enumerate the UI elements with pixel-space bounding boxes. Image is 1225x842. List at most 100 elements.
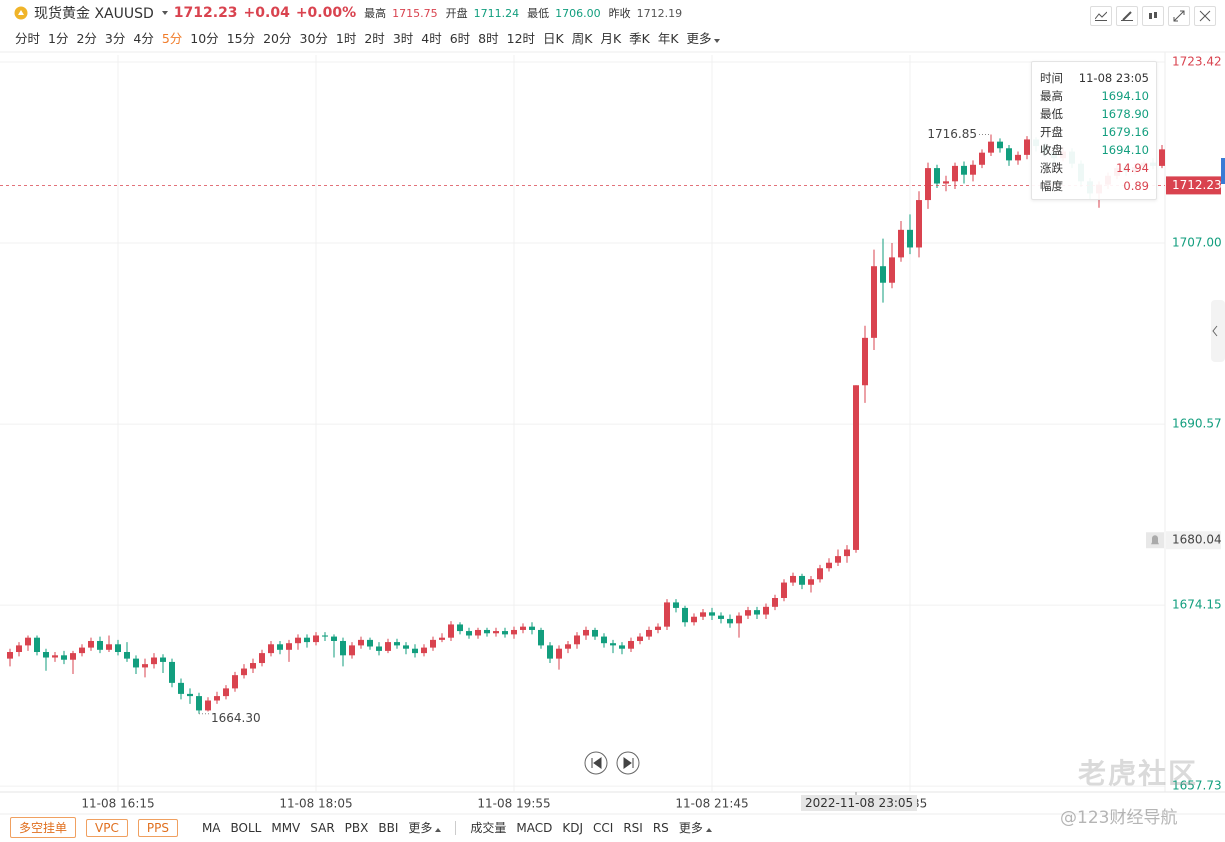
watermark-sub: @123财经导航 [1060, 808, 1178, 828]
period[interactable]: 8时 [478, 30, 499, 46]
candle-body [907, 229, 913, 248]
candle-body [115, 644, 121, 653]
candle-body [889, 257, 895, 283]
indicator[interactable]: BBI [378, 820, 399, 835]
candle-body [709, 612, 715, 616]
period[interactable]: 2时 [364, 30, 385, 46]
caret [713, 38, 720, 43]
tooltip-label: 时间 [1040, 71, 1063, 85]
y-tick-label: 1674.15 [1172, 598, 1222, 612]
candle-body [745, 610, 751, 616]
candle-body [547, 645, 553, 659]
period[interactable]: 3分 [104, 30, 126, 46]
candle-body [520, 626, 526, 630]
change: +0.04 [243, 5, 290, 21]
period[interactable]: 15分 [226, 30, 256, 46]
toolbar-button[interactable]: 多空挂单 [10, 817, 77, 838]
candle-tool[interactable] [1142, 6, 1164, 26]
indicator[interactable]: RS [652, 820, 669, 835]
period[interactable]: 3时 [392, 30, 414, 46]
tooltip-row: 时间 11-08 23:05 [1032, 69, 1156, 87]
period[interactable]: 2分 [76, 30, 97, 46]
candle-body [124, 652, 130, 659]
period[interactable]: 4分 [133, 30, 154, 46]
shrink[interactable] [1168, 6, 1190, 26]
candle-body [25, 637, 31, 646]
candle-body [835, 556, 841, 563]
candle-body [7, 652, 13, 659]
tooltip-value: 1694.10 [1101, 143, 1149, 157]
gold-icon [14, 6, 28, 20]
watermark: 老虎社区 [1078, 757, 1199, 790]
indicator[interactable]: MA [201, 820, 221, 835]
candle-body [223, 688, 229, 697]
candle-body [169, 661, 175, 683]
period[interactable]: 5分 [161, 30, 183, 46]
indicator[interactable]: RSI [623, 820, 643, 835]
stat-value: 1715.75 [392, 6, 438, 20]
candle-body [421, 647, 427, 654]
period[interactable]: 年K [657, 30, 679, 46]
candle-body [934, 168, 940, 184]
period[interactable]: 12时 [506, 30, 536, 46]
indicator[interactable]: 更多 [679, 819, 712, 836]
title-caret [161, 11, 168, 15]
candle-body [295, 637, 301, 644]
indicator[interactable]: 更多 [408, 819, 442, 836]
indicator[interactable]: KDJ [562, 820, 584, 835]
candle-body [880, 266, 886, 283]
close[interactable] [1194, 6, 1216, 26]
period[interactable]: 1时 [335, 30, 357, 46]
indicator[interactable]: BOLL [230, 820, 262, 835]
candle-body [511, 629, 517, 635]
stat-value: 1711.24 [473, 6, 520, 20]
candle-body [34, 637, 40, 653]
indicator[interactable]: MMV [271, 820, 301, 835]
indicator[interactable]: 成交量 [470, 821, 507, 835]
x-tick-label: 11-08 21:45 [675, 797, 748, 811]
period[interactable]: 日K [543, 30, 564, 46]
stat-value: 1706.00 [555, 6, 601, 20]
candle-body [250, 663, 256, 669]
tooltip: 时间 11-08 23:05 最高 1694.10 最低 1678.90 开盘 1679.16… [1031, 61, 1157, 200]
candle-body [655, 626, 661, 630]
indicator[interactable]: MACD [516, 820, 553, 835]
period[interactable]: 月K [600, 30, 622, 46]
period[interactable]: 季K [629, 30, 650, 46]
indicator[interactable]: CCI [593, 820, 614, 835]
period[interactable]: 10分 [190, 30, 219, 46]
toolbar-button[interactable]: PPS [137, 818, 178, 837]
indicator[interactable]: PBX [344, 820, 369, 835]
price: 1712.23 [173, 5, 238, 21]
low-label: 1664.30 [211, 711, 261, 725]
candle-body [340, 640, 346, 656]
period[interactable]: 分时 [15, 30, 41, 46]
candle-body [106, 644, 112, 650]
draw-tool[interactable] [1116, 6, 1138, 26]
toolbar-button[interactable]: VPC [86, 818, 128, 837]
side-tab[interactable] [1211, 300, 1225, 362]
tooltip-row: 收盘 1694.10 [1032, 141, 1156, 159]
x-tick-label: 11-08 18:05 [279, 797, 352, 811]
candle-body [331, 636, 337, 641]
period[interactable]: 1分 [48, 30, 69, 46]
candle-body [700, 612, 706, 617]
indicator[interactable]: SAR [310, 820, 335, 835]
period[interactable]: 30分 [299, 30, 328, 46]
title[interactable]: 现货黄金 XAUUSD [34, 6, 154, 22]
candle-body [808, 579, 814, 585]
candle-body [475, 629, 481, 636]
candle-body [583, 629, 589, 636]
stat-label: 开盘 [445, 7, 468, 20]
candle-body [574, 635, 580, 645]
candle-body [862, 337, 868, 386]
period[interactable]: 4时 [421, 30, 442, 46]
period[interactable]: 6时 [449, 30, 471, 46]
tooltip-row: 最低 1678.90 [1032, 105, 1156, 123]
line-tool[interactable] [1090, 6, 1112, 26]
period[interactable]: 20分 [263, 30, 292, 46]
y-tick-label: 1707.00 [1172, 236, 1222, 250]
period[interactable]: 更多 [687, 28, 720, 47]
period[interactable]: 周K [571, 30, 593, 46]
candle-body [349, 645, 355, 656]
